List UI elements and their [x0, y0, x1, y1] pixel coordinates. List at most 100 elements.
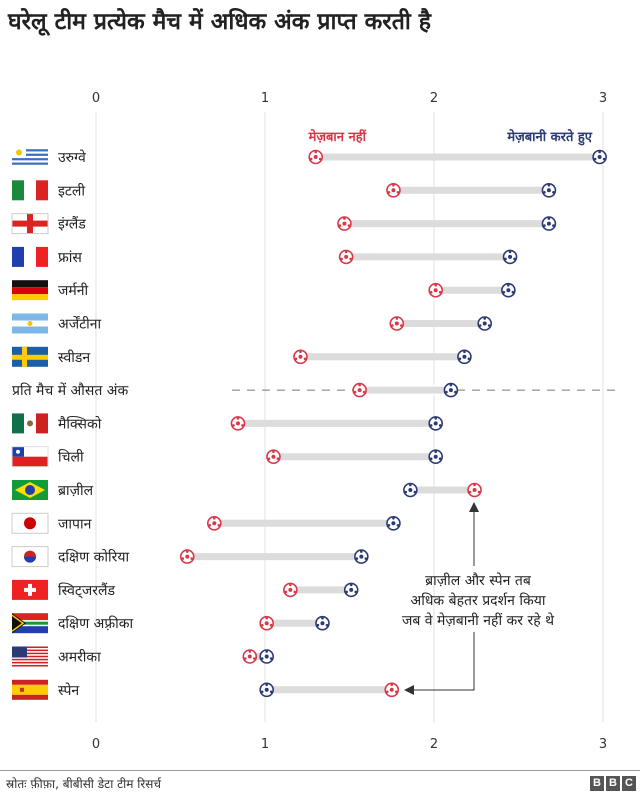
country-row: उरुग्वे — [12, 147, 600, 167]
annotation-arrow-left — [414, 632, 475, 691]
away-point — [428, 282, 443, 298]
row-label: मैक्सिको — [58, 415, 102, 432]
away-point — [179, 549, 195, 564]
country-row: ब्राज़ील — [12, 480, 475, 500]
flag-switzerland-icon — [12, 579, 48, 600]
row-label: इंग्लैंड — [58, 216, 86, 233]
flag-spain-icon — [12, 679, 48, 700]
legend-home: मेज़बानी करते हुए — [506, 129, 592, 146]
legend-away: मेज़बान नहीं — [308, 128, 367, 145]
flag-chile-icon — [11, 446, 49, 468]
away-point — [337, 216, 352, 231]
home-point — [541, 183, 557, 198]
row-label: चिली — [58, 449, 84, 466]
home-point — [592, 149, 607, 165]
row-label: प्रति मैच में औसत अंक — [12, 382, 128, 399]
arrowhead-icon — [404, 685, 414, 695]
away-point — [384, 682, 400, 698]
country-row: स्पेन — [12, 679, 392, 700]
row-label: स्विट्जरलैंड — [58, 582, 116, 599]
away-point — [242, 649, 258, 664]
home-point — [315, 615, 330, 631]
row-label: दक्षिण अफ़्रीका — [58, 615, 134, 632]
row-label: उरुग्वे — [58, 149, 86, 166]
home-point — [428, 416, 443, 431]
arrowhead-icon — [469, 502, 479, 512]
country-row: मैक्सिको — [12, 413, 436, 434]
country-row: फ्रांस — [12, 246, 511, 267]
row-label: ब्राज़ील — [58, 482, 94, 499]
away-point — [230, 416, 246, 431]
flag-france-icon — [12, 246, 48, 267]
annotation-text: जब वे मेज़बानी नहीं कर रहे थे — [402, 612, 555, 629]
home-point — [354, 549, 369, 564]
flag-usa-icon — [12, 646, 48, 667]
source-text: स्रोतः फ़ीफ़ा, बीबीसी डेटा टीम रिसर्च — [6, 777, 162, 791]
average-row: प्रति मैच में औसत अंक — [12, 382, 620, 399]
row-label: अमरीका — [58, 649, 101, 666]
country-row: इटली — [12, 180, 549, 201]
flag-korea-icon — [11, 546, 49, 568]
country-row: स्वीडन — [12, 346, 465, 367]
row-label: इटली — [58, 182, 85, 199]
home-point — [428, 449, 443, 465]
annotation: ब्राज़ील और स्पेन तब अधिक बेहतर प्रदर्शन … — [402, 502, 555, 695]
row-label: जर्मनी — [58, 282, 89, 299]
flag-southafrica-icon — [11, 613, 48, 634]
home-point — [259, 682, 274, 698]
tick-label-top: 3 — [599, 91, 607, 106]
home-point — [477, 316, 493, 331]
tick-label-bottom: 0 — [92, 737, 100, 752]
chart-title: घरेलू टीम प्रत्येक मैच में अधिक अंक प्रा… — [8, 9, 431, 35]
row-label: जापान — [58, 516, 92, 532]
away-point — [467, 482, 482, 498]
row-label: स्पेन — [58, 682, 79, 699]
country-row: दक्षिण अफ़्रीका — [11, 613, 323, 634]
row-label: दक्षिण कोरिया — [58, 549, 130, 566]
tick-label-top: 1 — [261, 91, 269, 106]
away-point — [338, 249, 354, 265]
country-row: अर्जेंटीना — [12, 313, 485, 334]
country-row: चिली — [11, 446, 436, 468]
row-label: अर्जेंटीना — [58, 316, 102, 333]
tick-label-bottom: 1 — [261, 737, 269, 752]
home-point — [386, 515, 401, 531]
away-point — [293, 349, 308, 365]
tick-label-bottom: 2 — [430, 737, 438, 752]
dumbbell-chart: 0 0 1 1 2 2 3 3 मेज़बान नहीं मेज़बानी करते हुए उरु… — [11, 91, 620, 752]
country-row: जापान — [11, 512, 394, 534]
row-label: फ्रांस — [58, 250, 82, 266]
away-point — [266, 449, 281, 465]
flag-mexico-icon — [12, 413, 48, 434]
home-point — [259, 649, 274, 664]
away-point — [352, 382, 367, 398]
home-point — [502, 249, 518, 265]
home-point — [443, 382, 459, 398]
home-point — [403, 482, 418, 498]
flag-sweden-icon — [12, 346, 48, 367]
country-row: जर्मनी — [12, 280, 509, 301]
home-point — [541, 216, 557, 231]
away-point — [308, 149, 324, 165]
annotation-text: ब्राज़ील और स्पेन तब — [425, 572, 532, 589]
country-row: इंग्लैंड — [11, 213, 549, 235]
flag-japan-icon — [11, 512, 49, 534]
country-row: अमरीका — [12, 646, 267, 667]
away-point — [259, 615, 274, 631]
away-point — [386, 183, 401, 198]
flag-argentina-icon — [12, 313, 48, 334]
row-label: स्वीडन — [58, 349, 90, 366]
away-point — [283, 582, 298, 598]
away-point — [207, 515, 222, 531]
country-row: दक्षिण कोरिया — [11, 546, 362, 568]
flag-brazil-icon — [12, 480, 48, 500]
home-point — [343, 582, 359, 598]
flag-italy-icon — [12, 180, 48, 201]
flag-uruguay-icon — [12, 147, 48, 167]
tick-label-top: 2 — [430, 91, 438, 106]
home-point — [501, 282, 516, 298]
annotation-text: अधिक बेहतर प्रदर्शन किया — [411, 592, 546, 609]
